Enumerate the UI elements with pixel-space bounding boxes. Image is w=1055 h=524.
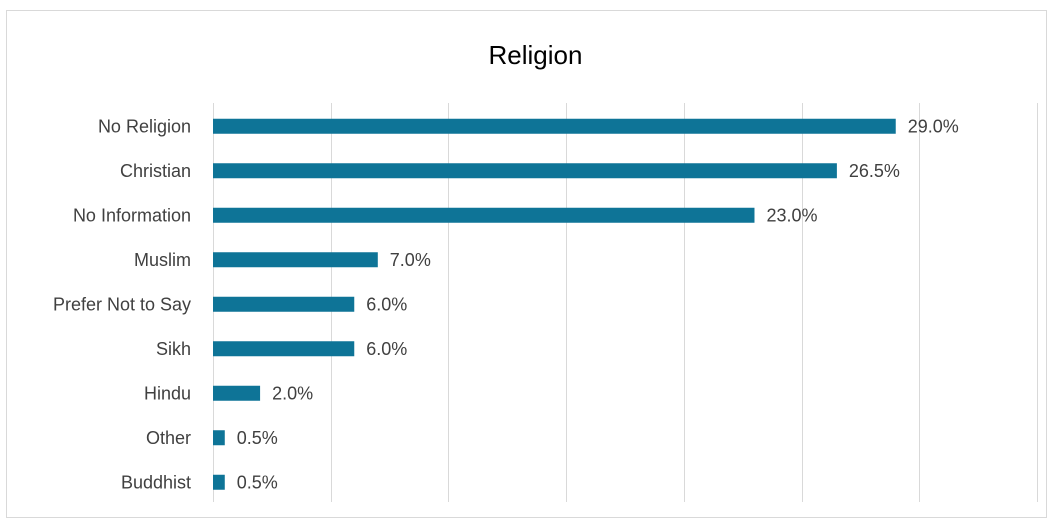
value-label-muslim: 7.0% [390, 250, 431, 270]
value-label-other: 0.5% [237, 428, 278, 448]
bar-hindu [213, 385, 261, 401]
bar-muslim [213, 252, 378, 268]
value-label-prefer-not-to-say: 6.0% [366, 294, 407, 314]
category-label-muslim: Muslim [134, 250, 191, 270]
value-label-no-religion: 29.0% [908, 116, 959, 136]
value-label-christian: 26.5% [849, 161, 900, 181]
bar-sikh [213, 341, 355, 357]
category-label-sikh: Sikh [156, 339, 191, 359]
category-label-other: Other [146, 428, 191, 448]
chart-frame [6, 10, 1047, 518]
value-label-buddhist: 0.5% [237, 472, 278, 492]
value-label-no-information: 23.0% [766, 205, 817, 225]
bar-buddhist [213, 474, 225, 490]
category-label-hindu: Hindu [144, 383, 191, 403]
chart-title: Religion [488, 40, 583, 70]
labels: No Religion 29.0% Christian 26.5% No Informa… [53, 116, 959, 492]
bar-no-religion [213, 118, 896, 134]
category-label-no-religion: No Religion [98, 116, 191, 136]
bar-other [213, 430, 225, 446]
bar-christian [213, 163, 837, 179]
category-label-christian: Christian [120, 161, 191, 181]
value-label-hindu: 2.0% [272, 383, 313, 403]
category-label-prefer-not-to-say: Prefer Not to Say [53, 294, 191, 314]
value-label-sikh: 6.0% [366, 339, 407, 359]
bar-prefer-not-to-say [213, 296, 355, 312]
bars [213, 118, 896, 490]
category-label-no-information: No Information [73, 205, 191, 225]
category-label-buddhist: Buddhist [121, 472, 191, 492]
bar-no-information [213, 207, 755, 223]
